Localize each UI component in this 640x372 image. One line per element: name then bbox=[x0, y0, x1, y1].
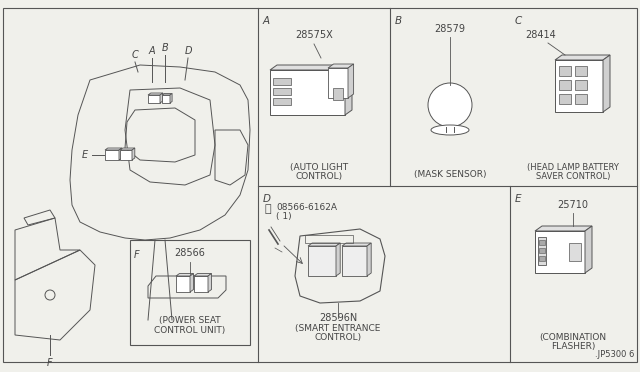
Polygon shape bbox=[120, 148, 135, 150]
Bar bbox=[273, 98, 291, 105]
Text: 28566: 28566 bbox=[175, 248, 205, 258]
Polygon shape bbox=[270, 70, 345, 115]
Text: C: C bbox=[132, 50, 138, 60]
Bar bbox=[569, 243, 581, 261]
Text: CONTROL UNIT): CONTROL UNIT) bbox=[154, 326, 226, 335]
Polygon shape bbox=[585, 226, 592, 273]
Polygon shape bbox=[328, 64, 354, 68]
Bar bbox=[130, 240, 250, 345]
Polygon shape bbox=[342, 246, 367, 276]
Circle shape bbox=[428, 83, 472, 127]
Text: C: C bbox=[515, 16, 522, 26]
Bar bbox=[575, 66, 587, 76]
Polygon shape bbox=[190, 273, 193, 292]
Polygon shape bbox=[270, 65, 352, 70]
Polygon shape bbox=[148, 93, 163, 95]
Polygon shape bbox=[328, 68, 348, 98]
Polygon shape bbox=[162, 93, 172, 95]
Text: (SMART ENTRANCE: (SMART ENTRANCE bbox=[295, 324, 381, 333]
Text: CONTROL): CONTROL) bbox=[296, 172, 342, 181]
Bar bbox=[575, 80, 587, 90]
Polygon shape bbox=[308, 246, 336, 276]
Text: 08566-6162A: 08566-6162A bbox=[276, 203, 337, 212]
Bar bbox=[559, 94, 571, 104]
Polygon shape bbox=[120, 150, 132, 160]
Text: D: D bbox=[263, 194, 271, 204]
Polygon shape bbox=[348, 64, 354, 98]
Polygon shape bbox=[105, 148, 122, 150]
Text: ( 1): ( 1) bbox=[276, 212, 292, 221]
Text: 28596N: 28596N bbox=[319, 313, 357, 323]
Polygon shape bbox=[603, 55, 610, 112]
Bar bbox=[273, 78, 291, 85]
Polygon shape bbox=[132, 148, 135, 160]
Bar bbox=[273, 88, 291, 95]
Polygon shape bbox=[162, 95, 170, 103]
Text: 25710: 25710 bbox=[557, 200, 589, 210]
Polygon shape bbox=[555, 55, 610, 60]
Text: 28414: 28414 bbox=[525, 30, 556, 40]
Ellipse shape bbox=[431, 125, 469, 135]
Text: (COMBINATION: (COMBINATION bbox=[540, 333, 607, 342]
Text: (HEAD LAMP BATTERY: (HEAD LAMP BATTERY bbox=[527, 163, 619, 172]
Text: D: D bbox=[184, 46, 192, 56]
Text: F: F bbox=[134, 250, 140, 260]
Polygon shape bbox=[148, 95, 160, 103]
Polygon shape bbox=[176, 276, 190, 292]
Text: A: A bbox=[148, 46, 156, 56]
Text: (AUTO LIGHT: (AUTO LIGHT bbox=[290, 163, 348, 172]
Polygon shape bbox=[208, 273, 211, 292]
Polygon shape bbox=[170, 93, 172, 103]
Bar bbox=[559, 66, 571, 76]
Bar bbox=[538, 237, 546, 265]
Text: E: E bbox=[82, 150, 88, 160]
Bar bbox=[305, 235, 353, 243]
Text: A: A bbox=[263, 16, 270, 26]
Bar bbox=[559, 80, 571, 90]
Text: CONTROL): CONTROL) bbox=[314, 333, 362, 342]
Text: (MASK SENSOR): (MASK SENSOR) bbox=[413, 170, 486, 179]
Text: 28579: 28579 bbox=[435, 24, 465, 34]
Polygon shape bbox=[336, 243, 340, 276]
Text: Ⓢ: Ⓢ bbox=[265, 204, 271, 214]
Text: (POWER SEAT: (POWER SEAT bbox=[159, 316, 221, 325]
Text: B: B bbox=[162, 43, 168, 53]
Text: .JP5300 6: .JP5300 6 bbox=[595, 350, 634, 359]
Polygon shape bbox=[535, 226, 592, 231]
Polygon shape bbox=[555, 60, 603, 112]
Bar bbox=[333, 88, 343, 100]
Text: B: B bbox=[395, 16, 402, 26]
Bar bbox=[575, 94, 587, 104]
Polygon shape bbox=[176, 273, 193, 276]
Text: 28575X: 28575X bbox=[295, 30, 333, 40]
Text: E: E bbox=[515, 194, 522, 204]
Text: FLASHER): FLASHER) bbox=[551, 342, 595, 351]
Polygon shape bbox=[194, 273, 211, 276]
Polygon shape bbox=[105, 150, 119, 160]
Bar bbox=[539, 248, 545, 253]
Polygon shape bbox=[119, 148, 122, 160]
Polygon shape bbox=[345, 65, 352, 115]
Polygon shape bbox=[194, 276, 208, 292]
Text: SAVER CONTROL): SAVER CONTROL) bbox=[536, 172, 610, 181]
Bar bbox=[539, 240, 545, 245]
Bar bbox=[539, 256, 545, 261]
Polygon shape bbox=[308, 243, 340, 246]
Polygon shape bbox=[535, 231, 585, 273]
Text: F: F bbox=[47, 358, 53, 368]
Polygon shape bbox=[342, 243, 371, 246]
Polygon shape bbox=[160, 93, 163, 103]
Polygon shape bbox=[367, 243, 371, 276]
